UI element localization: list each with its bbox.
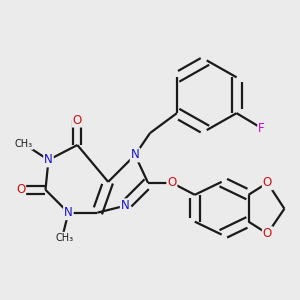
Text: CH₃: CH₃ (55, 232, 74, 243)
Text: N: N (131, 148, 140, 161)
Text: O: O (73, 114, 82, 127)
Text: N: N (121, 199, 130, 212)
Text: O: O (16, 183, 25, 196)
Text: O: O (263, 176, 272, 189)
Text: F: F (258, 122, 265, 135)
Text: CH₃: CH₃ (14, 139, 33, 149)
Text: N: N (64, 206, 73, 219)
Text: O: O (263, 227, 272, 240)
Text: N: N (44, 154, 53, 166)
Text: O: O (167, 176, 176, 189)
